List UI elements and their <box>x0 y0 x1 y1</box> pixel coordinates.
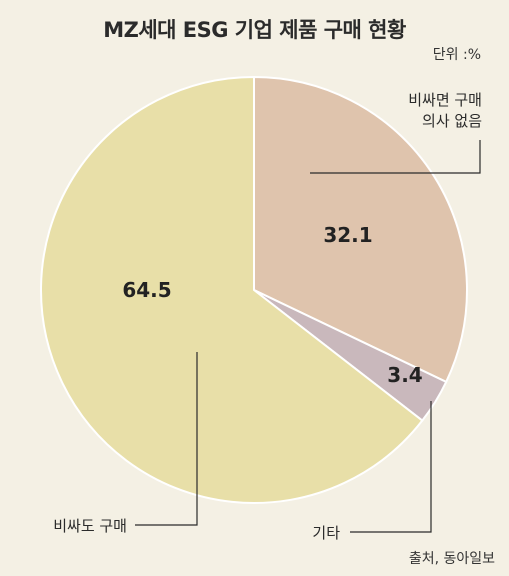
slice-value-label: 64.5 <box>122 278 171 302</box>
slice-category-label: 의사 없음 <box>422 112 482 130</box>
source-label: 출처, 동아일보 <box>408 551 495 567</box>
leader-line <box>135 352 198 526</box>
leader-line <box>310 140 481 174</box>
slice-category-label: 비싸면 구매 <box>408 91 482 109</box>
leader-line <box>350 401 432 533</box>
pie-slice <box>253 75 468 384</box>
slice-value-label: 3.4 <box>387 363 422 387</box>
pie-slice <box>40 75 424 504</box>
slice-value-label: 32.1 <box>323 223 372 247</box>
unit-label: 단위 :% <box>432 47 481 63</box>
slice-category-label: 비싸도 구매 <box>53 517 127 535</box>
slice-category-label: 기타 <box>312 524 340 542</box>
chart-title: MZ세대 ESG 기업 제품 구매 현황 <box>103 18 406 42</box>
